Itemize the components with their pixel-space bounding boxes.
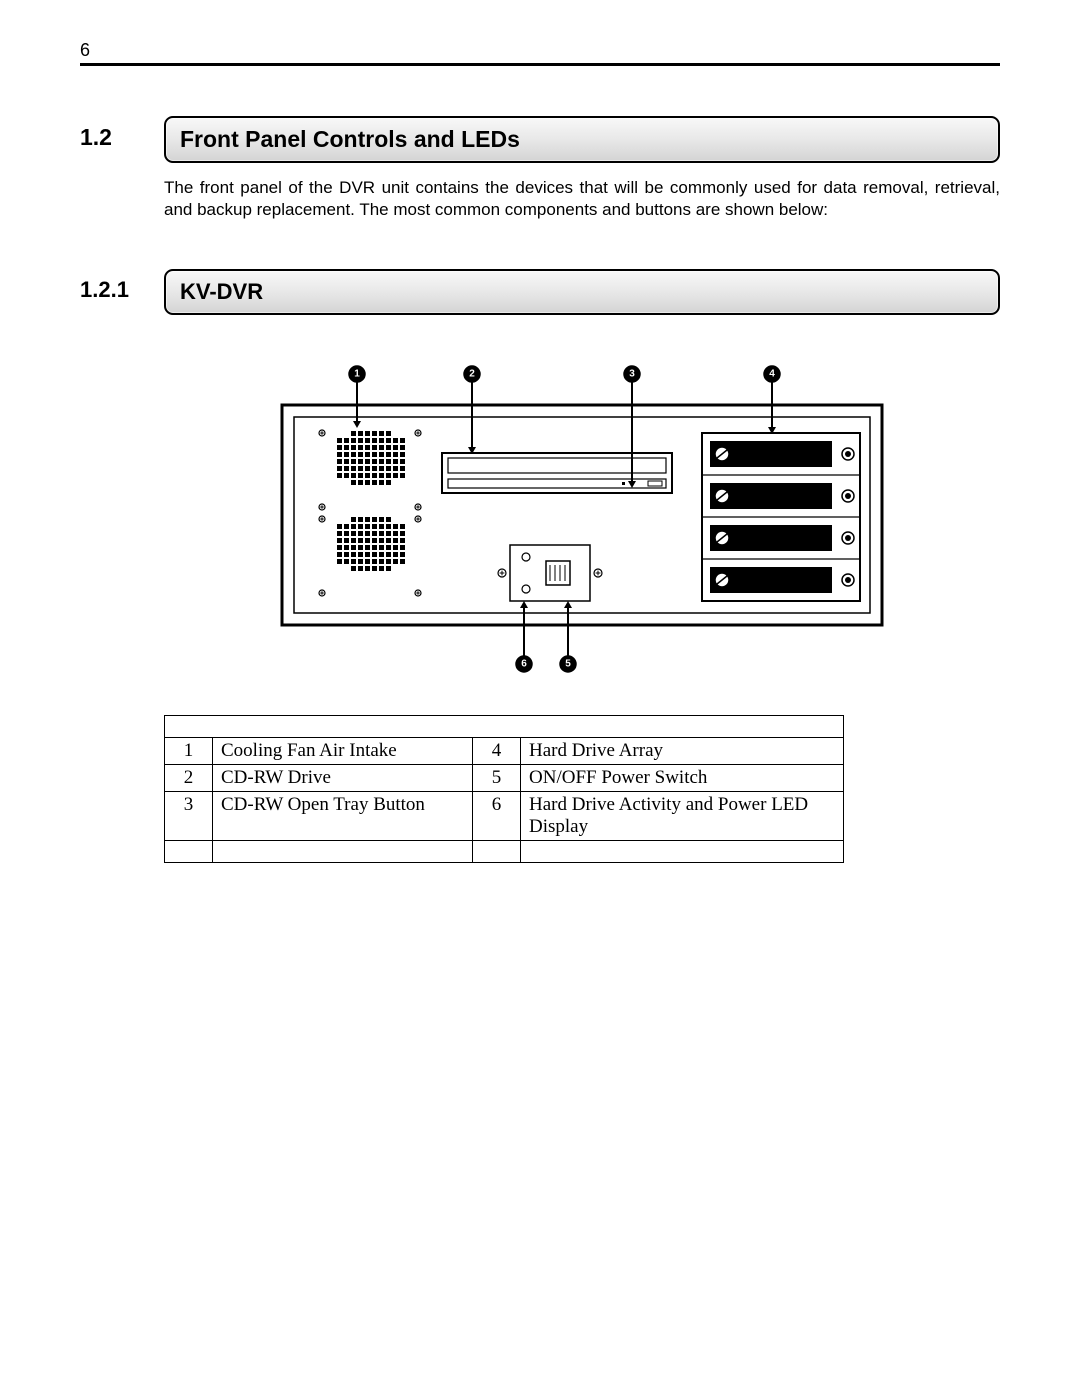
legend-desc: CD-RW Open Tray Button — [213, 791, 473, 840]
svg-text:3: 3 — [629, 368, 635, 379]
section-number: 1.2 — [80, 116, 140, 151]
front-panel-diagram: 1 2 3 4 6 5 — [262, 365, 902, 675]
svg-text:1: 1 — [354, 368, 360, 379]
legend-table: 1Cooling Fan Air Intake4Hard Drive Array… — [164, 715, 844, 863]
subsection-header: 1.2.1 KV-DVR — [80, 269, 1000, 315]
svg-text:2: 2 — [469, 368, 475, 379]
svg-text:4: 4 — [769, 368, 775, 379]
page-number: 6 — [80, 40, 1000, 66]
subsection-number: 1.2.1 — [80, 269, 152, 303]
page: 6 1.2 Front Panel Controls and LEDs The … — [0, 0, 1080, 1397]
legend-desc: ON/OFF Power Switch — [521, 764, 844, 791]
legend-num: 6 — [473, 791, 521, 840]
legend-desc: Cooling Fan Air Intake — [213, 737, 473, 764]
section-title: Front Panel Controls and LEDs — [164, 116, 1000, 163]
legend-num: 2 — [165, 764, 213, 791]
section-header: 1.2 Front Panel Controls and LEDs — [80, 116, 1000, 163]
subsection-title: KV-DVR — [164, 269, 1000, 315]
legend-desc: Hard Drive Array — [521, 737, 844, 764]
svg-text:5: 5 — [565, 658, 571, 669]
legend-num: 5 — [473, 764, 521, 791]
legend-num: 4 — [473, 737, 521, 764]
section-body-text: The front panel of the DVR unit contains… — [164, 177, 1000, 221]
diagram-container: 1 2 3 4 6 5 — [164, 365, 1000, 675]
svg-text:6: 6 — [521, 658, 527, 669]
legend-num: 3 — [165, 791, 213, 840]
legend-desc: CD-RW Drive — [213, 764, 473, 791]
legend-desc: Hard Drive Activity and Power LED Displa… — [521, 791, 844, 840]
legend-num: 1 — [165, 737, 213, 764]
